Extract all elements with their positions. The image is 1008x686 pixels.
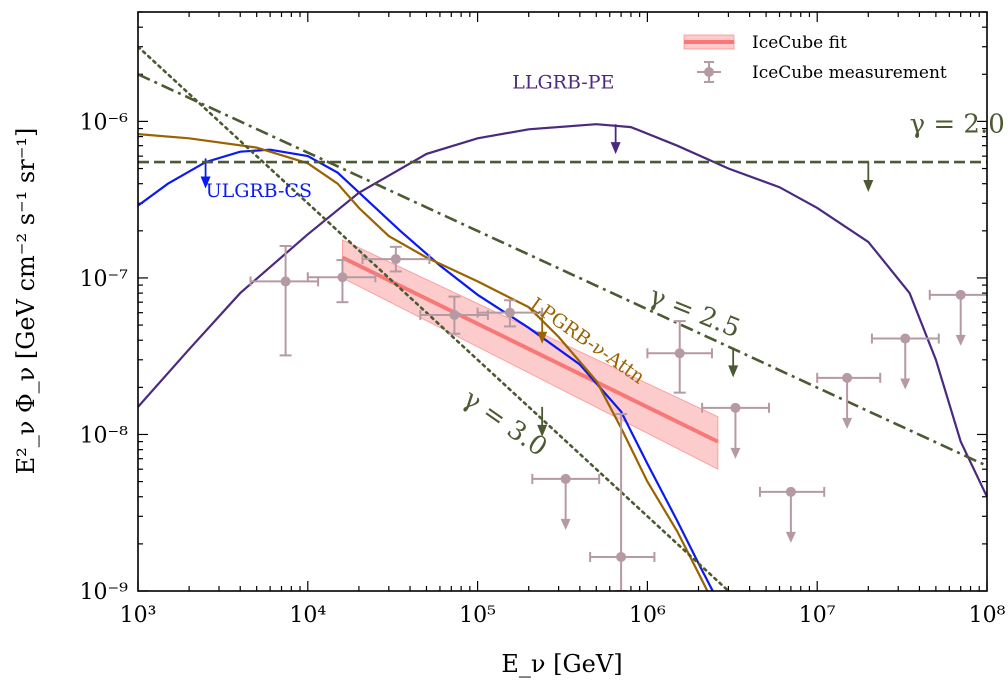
upper-limit-head: [730, 447, 741, 459]
icecube-measurement-point: [249, 244, 320, 357]
icecube-measurement-point: [531, 473, 601, 530]
icecube-measurement-point: [816, 372, 882, 429]
x-tick-label: 10⁸: [969, 603, 1006, 628]
x-tick-label: 10³: [120, 603, 157, 628]
upper-limit-arrow--3-0: [537, 406, 548, 437]
icecube-measurement-point: [870, 333, 940, 390]
axes: 10³ 10⁴ 10⁵ 10⁶ 10⁷ 10⁸ 10⁻⁹ 10⁻⁸ 10⁻⁷ 10⁻⁶: [80, 110, 1006, 628]
y-tick-label: 10⁻⁶: [80, 110, 129, 135]
icecube-measurement-point: [306, 259, 377, 304]
series-line--3-0: [138, 45, 731, 591]
icecube-fit-line: [341, 255, 719, 444]
measurement-marker: [390, 254, 401, 265]
limit-arrow-head: [200, 176, 211, 189]
measurement-marker: [337, 272, 348, 283]
icecube-measurement-point: [361, 245, 431, 273]
x-axis-label: E_ν [GeV]: [501, 650, 622, 678]
limit-arrow-head: [863, 180, 874, 193]
measurement-marker: [674, 348, 685, 359]
measurement-marker: [785, 486, 796, 497]
plot-area: [138, 45, 987, 591]
upper-limit-arrow--2-5: [728, 347, 739, 378]
annotation-3-0: γ = 3.0: [457, 384, 552, 463]
y-tick-label: 10⁻⁷: [80, 267, 129, 292]
series-line-lpgrb-attn: [138, 133, 709, 591]
legend-label: IceCube fit: [752, 33, 847, 53]
legend-measurement-marker: [704, 67, 714, 77]
x-tick-label: 10⁵: [459, 603, 496, 628]
x-tick-label: 10⁷: [799, 603, 836, 628]
upper-limit-head: [955, 334, 966, 346]
upper-limit-head: [560, 518, 571, 530]
limit-arrow-head: [537, 331, 548, 344]
annotation-ulgrb-cs: ULGRB-CS: [206, 180, 312, 202]
measurement-marker: [449, 309, 460, 320]
y-tick-label: 10⁻⁹: [80, 580, 129, 605]
upper-limit-head: [900, 378, 911, 390]
upper-limit-head: [842, 417, 853, 429]
icecube-measurement-point: [419, 295, 489, 335]
tick-marks: [137, 11, 988, 592]
annotation-2-0: γ = 2.0: [910, 109, 1005, 139]
x-tick-label: 10⁴: [289, 603, 326, 628]
annotation-2-5: γ = 2.5: [645, 281, 745, 344]
legend-label: IceCube measurement: [752, 63, 947, 83]
limit-arrow-head: [728, 365, 739, 378]
limit-arrow-head: [610, 142, 621, 155]
y-axis-label: E²_ν Φ_ν [GeV cm⁻² s⁻¹ sr⁻¹]: [12, 128, 40, 475]
y-tick-label: 10⁻⁸: [80, 423, 129, 448]
series-line-llgrb-pe: [138, 123, 987, 498]
series-line-ulgrb-cs: [138, 148, 714, 591]
icecube-measurement-point: [928, 289, 987, 346]
measurement-marker: [900, 333, 911, 344]
icecube-measurement-point: [589, 413, 656, 591]
measurement-marker: [280, 276, 291, 287]
upper-limit-arrow-lpgrb-attn: [537, 313, 548, 344]
icecube-measurement-point: [758, 486, 826, 543]
measurement-marker: [730, 402, 741, 413]
x-tick-label: 10⁶: [629, 603, 666, 628]
measurement-marker: [955, 289, 966, 300]
limit-arrow-head: [537, 424, 548, 437]
measurement-marker: [560, 473, 571, 484]
upper-limit-head: [785, 531, 796, 543]
icecube-measurement-point: [476, 299, 544, 328]
plot-frame: [137, 11, 988, 592]
measurement-marker: [504, 307, 515, 318]
icecube-measurement-point: [701, 402, 770, 459]
legend: IceCube fit IceCube measurement: [683, 33, 947, 83]
measurement-marker: [842, 372, 853, 383]
upper-limit-arrow-llgrb-pe: [610, 124, 621, 155]
icecube-measurement-point: [646, 320, 713, 394]
measurement-marker: [616, 551, 627, 562]
upper-limit-arrow--2-0: [863, 162, 874, 193]
annotation-llgrb-pe: LLGRB-PE: [512, 72, 614, 94]
